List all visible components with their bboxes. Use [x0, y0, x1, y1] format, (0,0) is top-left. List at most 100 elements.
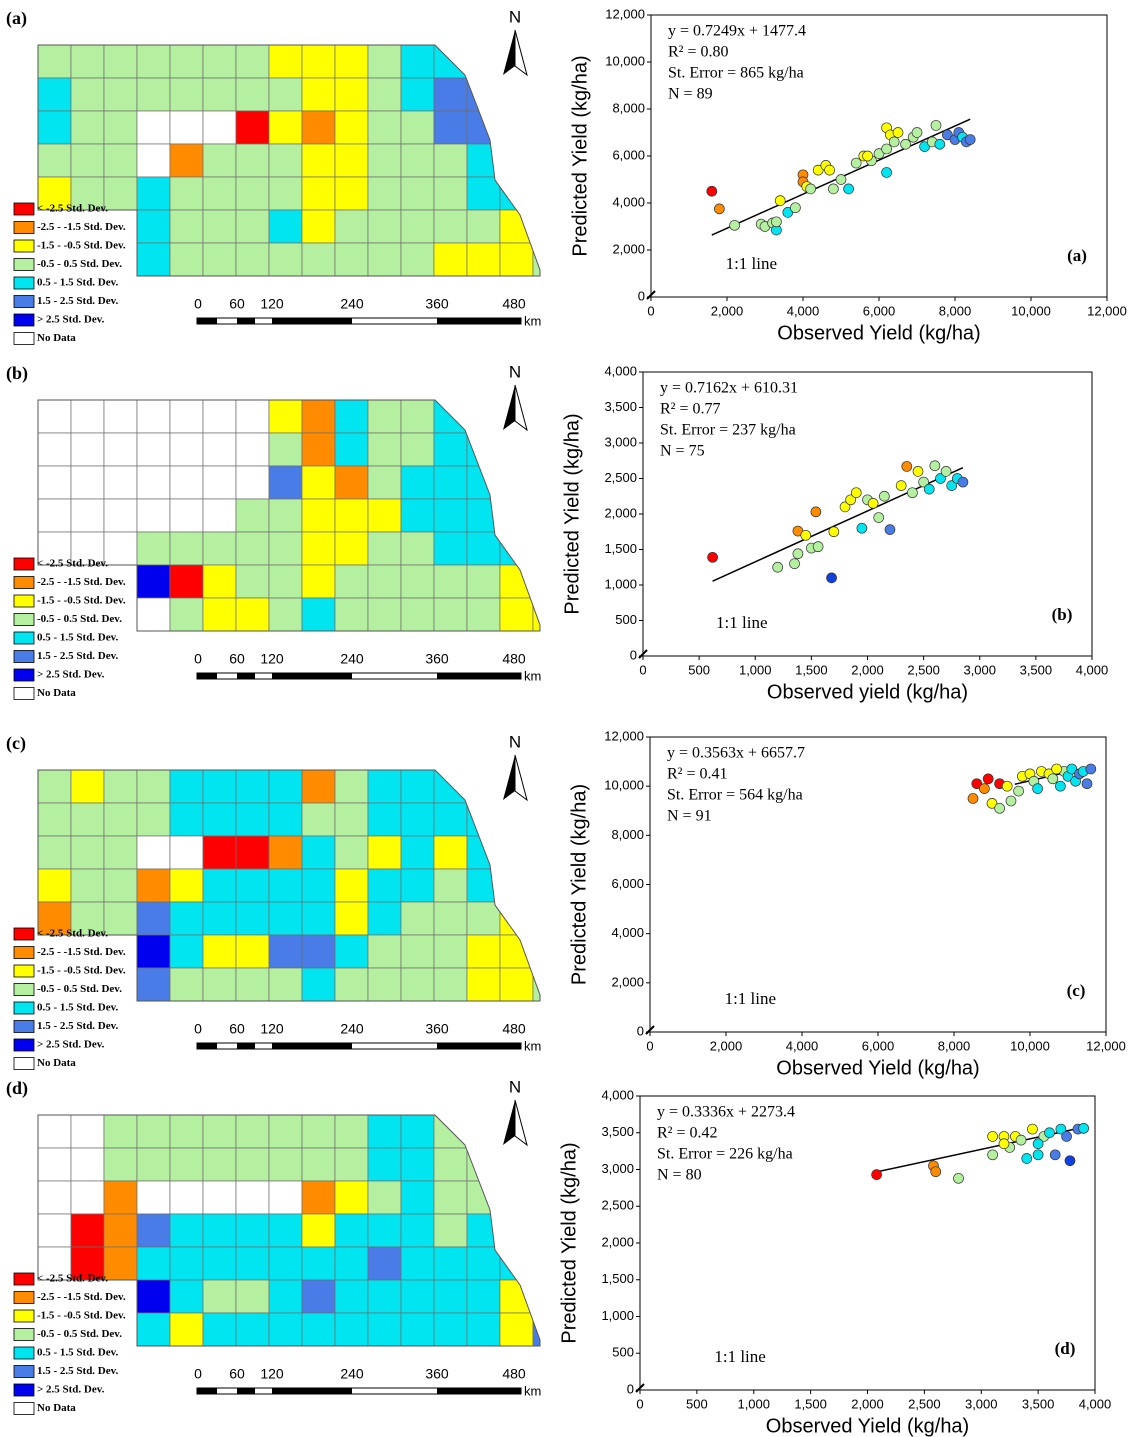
north-label: N	[509, 1077, 521, 1096]
legend-label: No Data	[37, 1057, 76, 1069]
scale-segment	[272, 318, 352, 324]
county	[301, 465, 336, 500]
county	[334, 176, 369, 211]
county	[202, 110, 237, 145]
county	[367, 209, 402, 244]
county	[334, 432, 369, 467]
legend-label: -0.5 - 0.5 Std. Dev.	[37, 258, 122, 270]
legend-swatch	[13, 276, 35, 290]
data-point	[1027, 1123, 1038, 1135]
county	[202, 770, 237, 804]
county	[169, 835, 204, 870]
county	[400, 835, 435, 870]
county	[202, 1180, 237, 1215]
data-point	[873, 512, 885, 523]
county	[466, 242, 501, 276]
county	[301, 110, 336, 145]
county	[433, 597, 468, 631]
county	[103, 77, 138, 112]
county	[367, 1115, 402, 1149]
county	[400, 934, 435, 969]
data-point	[1055, 1123, 1067, 1135]
data-point	[850, 157, 862, 169]
legend-swatch	[13, 1291, 35, 1304]
county	[334, 209, 369, 244]
county	[235, 77, 270, 112]
line-label: 1:1 line	[714, 1347, 765, 1366]
county	[301, 967, 336, 1001]
x-tick-label: 1,500	[795, 662, 828, 677]
data-point	[892, 127, 904, 138]
county	[301, 1213, 336, 1248]
county	[70, 1115, 105, 1149]
county	[136, 934, 171, 969]
county	[235, 1279, 270, 1314]
legend-label: -2.5 - -1.5 Std. Dev.	[37, 946, 126, 958]
x-tick-label: 2,000	[851, 1396, 884, 1411]
y-axis-label: Predicted Yield (kg/ha)	[561, 413, 583, 614]
county	[400, 465, 435, 500]
legend-swatch	[13, 1001, 35, 1015]
x-tick-label: 2,000	[851, 662, 884, 677]
county	[268, 1279, 303, 1314]
data-point	[1064, 1155, 1076, 1167]
county	[499, 835, 534, 870]
county	[433, 1246, 468, 1281]
x-tick-label: 12,000	[1087, 303, 1127, 318]
county	[202, 531, 237, 566]
county	[70, 432, 105, 467]
legend-swatch	[13, 650, 35, 663]
county	[367, 967, 402, 1001]
county	[334, 143, 369, 178]
county	[433, 45, 468, 79]
county	[70, 802, 105, 837]
county	[268, 176, 303, 211]
county	[400, 802, 435, 837]
county	[466, 802, 501, 837]
annotation: St. Error = 865 kg/ha	[668, 65, 804, 82]
x-tick-label: 10,000	[1010, 1038, 1050, 1053]
data-point	[1061, 1131, 1072, 1142]
county	[367, 597, 402, 631]
county	[169, 77, 204, 112]
annotation: N = 75	[660, 443, 705, 460]
county	[301, 934, 336, 969]
county	[235, 498, 270, 533]
county	[136, 45, 171, 79]
scale-label: 60	[229, 1366, 245, 1382]
county	[466, 465, 501, 500]
county	[301, 432, 336, 467]
county	[532, 77, 540, 112]
county	[466, 1279, 501, 1314]
county	[466, 901, 501, 936]
county	[235, 1213, 270, 1248]
scale-segment	[437, 318, 521, 324]
county	[400, 597, 435, 631]
county	[301, 901, 336, 936]
county	[38, 1246, 72, 1281]
county	[136, 770, 171, 804]
county	[235, 465, 270, 500]
county	[202, 934, 237, 969]
scale-label: 480	[502, 1366, 526, 1382]
county	[235, 597, 270, 631]
data-point	[845, 494, 857, 506]
data-point	[871, 1169, 882, 1180]
county	[433, 1279, 468, 1314]
county	[235, 242, 270, 276]
county	[301, 531, 336, 566]
county	[433, 1312, 468, 1346]
county	[38, 45, 72, 79]
county	[466, 835, 501, 870]
county	[103, 1115, 138, 1149]
data-point	[1021, 1153, 1033, 1164]
scale-segment	[197, 1388, 217, 1394]
data-point	[979, 783, 990, 794]
county	[433, 242, 468, 276]
scale-unit: km	[524, 1383, 541, 1398]
county	[367, 1147, 402, 1182]
county	[136, 967, 171, 1001]
y-tick-label: 4,000	[611, 925, 644, 940]
legend-label: -2.5 - -1.5 Std. Dev.	[37, 1291, 126, 1303]
legend-swatch	[13, 946, 35, 959]
